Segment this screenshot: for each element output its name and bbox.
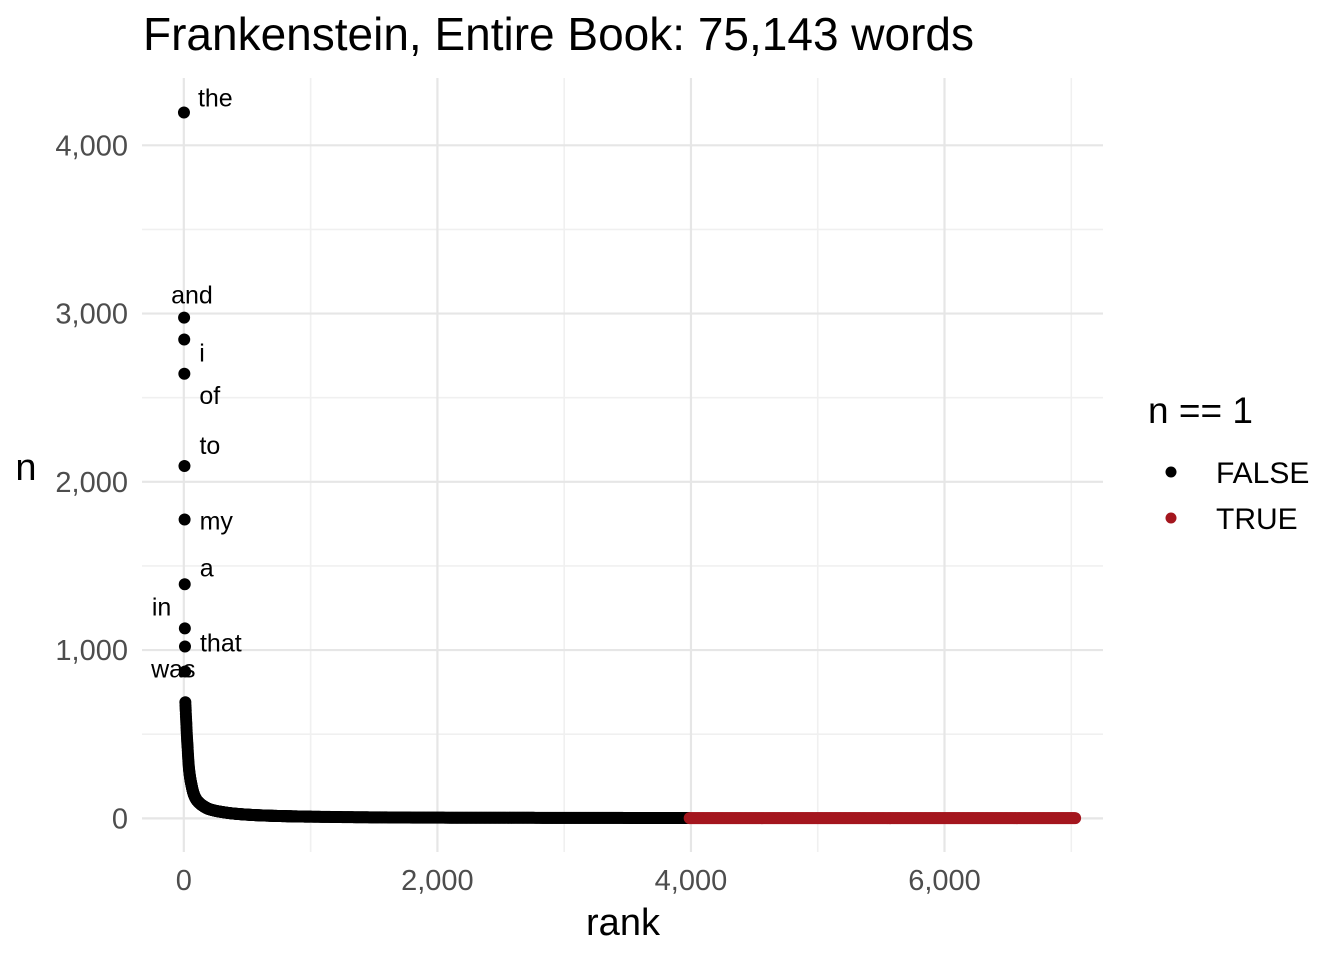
word-label: a (200, 554, 214, 582)
y-axis-title: n (15, 447, 36, 489)
data-point (178, 311, 191, 324)
chart-title: Frankenstein, Entire Book: 75,143 words (143, 8, 974, 60)
x-tick-label: 2,000 (401, 865, 474, 897)
axis-ticks: 0 1,000 2,000 3,000 4,000 0 2,000 4,000 6,000 (55, 130, 980, 897)
word-label: to (199, 432, 220, 460)
word-label: in (152, 593, 171, 621)
data-point (177, 106, 190, 119)
legend-title: n == 1 (1148, 390, 1253, 431)
word-label: the (198, 84, 233, 112)
word-label: i (199, 339, 205, 367)
data-point (178, 333, 191, 346)
grid (142, 78, 1103, 852)
x-axis-title: rank (586, 902, 661, 944)
y-tick-label: 1,000 (55, 635, 128, 667)
data-point (178, 622, 191, 635)
data-point (179, 665, 192, 678)
y-tick-label: 4,000 (55, 130, 128, 162)
word-label: and (171, 282, 213, 310)
data-point (178, 460, 191, 473)
x-tick-label: 4,000 (655, 865, 728, 897)
y-tick-label: 2,000 (55, 467, 128, 499)
data-point (178, 513, 191, 526)
legend-label-true: TRUE (1216, 503, 1298, 536)
legend-label-false: FALSE (1216, 457, 1309, 490)
legend: n == 1 FALSE TRUE (1148, 390, 1309, 536)
word-label: my (200, 508, 234, 536)
data-point (178, 367, 191, 380)
data-points (177, 106, 1082, 825)
x-tick-label: 0 (176, 865, 192, 897)
word-label: that (200, 630, 242, 658)
y-tick-label: 0 (112, 803, 128, 835)
word-label: was (150, 655, 195, 683)
word-label: of (199, 382, 220, 410)
data-point (1069, 812, 1082, 825)
y-tick-label: 3,000 (55, 299, 128, 331)
data-point (178, 640, 191, 653)
legend-key-true (1165, 512, 1177, 524)
data-point (178, 578, 191, 591)
legend-key-false (1165, 466, 1177, 478)
x-tick-label: 6,000 (908, 865, 981, 897)
